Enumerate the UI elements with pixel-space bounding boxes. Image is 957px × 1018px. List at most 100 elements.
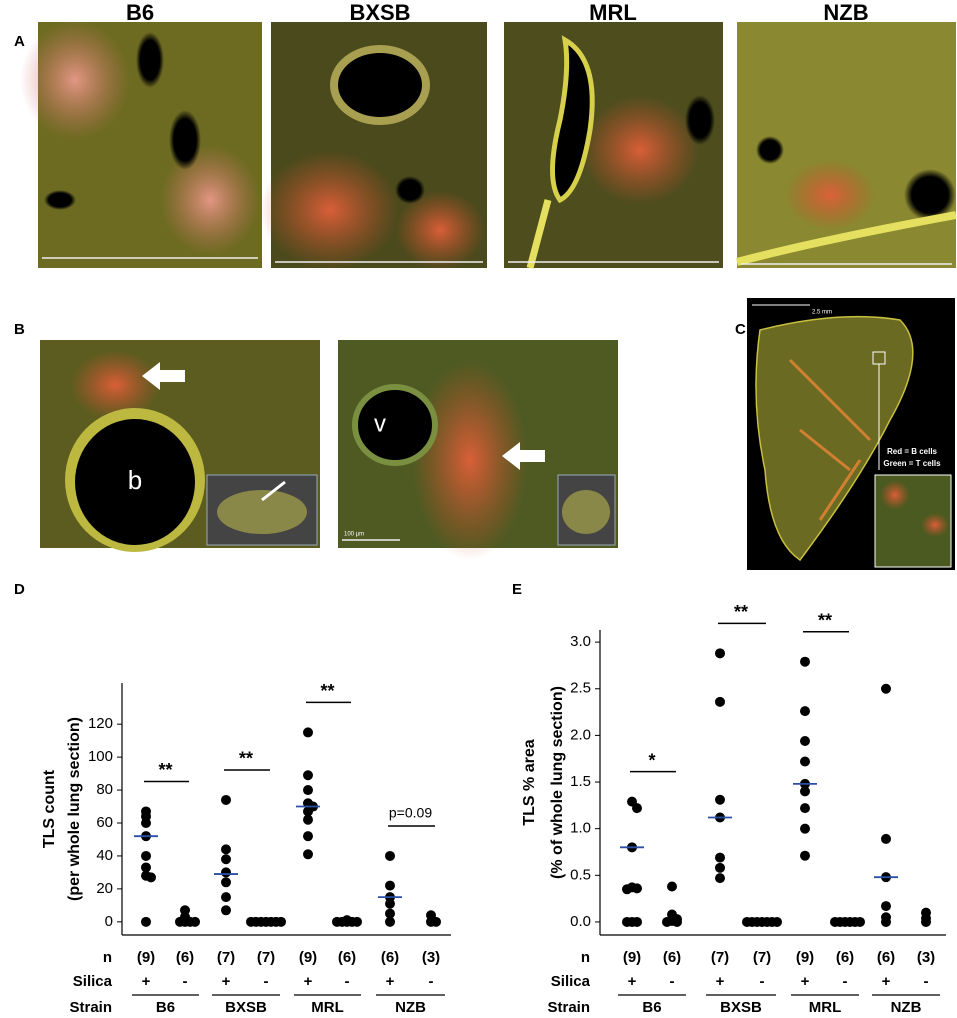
data-point	[881, 901, 891, 912]
x-tick-label: +	[222, 973, 231, 990]
strain-label: BXSB	[349, 0, 410, 25]
significance-label: *	[648, 750, 655, 770]
data-point	[303, 814, 313, 825]
data-point	[715, 873, 725, 884]
data-point	[772, 916, 782, 927]
scale-label: 100 µm	[344, 532, 364, 538]
n-label: (3)	[422, 949, 440, 966]
strain-label: BXSB	[720, 999, 762, 1016]
n-label: (6)	[338, 949, 356, 966]
data-point	[662, 916, 672, 927]
panel-letter: C	[735, 321, 746, 338]
data-point	[221, 854, 231, 865]
data-point	[632, 916, 642, 927]
data-point	[855, 916, 865, 927]
data-point	[221, 905, 231, 916]
n-label: (7)	[217, 949, 235, 966]
micrograph	[735, 22, 957, 268]
strain-label: MRL	[311, 999, 344, 1016]
row-label: n	[581, 949, 590, 966]
x-tick-label: -	[429, 973, 434, 990]
micrograph	[260, 22, 487, 270]
n-label: (9)	[623, 949, 641, 966]
x-tick-label: -	[924, 973, 929, 990]
data-point	[881, 683, 891, 694]
data-point	[141, 850, 151, 861]
data-point	[303, 785, 313, 796]
n-label: (9)	[796, 949, 814, 966]
data-point	[385, 908, 395, 919]
data-point	[667, 881, 677, 892]
n-label: (9)	[137, 949, 155, 966]
data-point	[221, 892, 231, 903]
y-axis-label: (per whole lung section)	[66, 717, 83, 901]
strain-label: MRL	[589, 0, 637, 25]
significance-label: **	[158, 760, 172, 780]
data-point	[622, 916, 632, 927]
strain-label: MRL	[809, 999, 842, 1016]
x-tick-label: +	[628, 973, 637, 990]
data-point	[632, 803, 642, 814]
strain-label: NZB	[891, 999, 922, 1016]
x-tick-label: -	[670, 973, 675, 990]
y-tick-label: 100	[88, 748, 113, 765]
row-label: Silica	[551, 973, 591, 990]
data-point	[221, 867, 231, 878]
y-tick-label: 40	[96, 847, 113, 864]
data-point	[800, 656, 810, 667]
legend-text: Red = B cells	[887, 447, 938, 456]
data-point	[385, 916, 395, 927]
data-point	[246, 916, 256, 927]
row-label: Silica	[73, 973, 113, 990]
y-tick-label: 1.5	[570, 773, 591, 790]
n-label: (9)	[299, 949, 317, 966]
panel-letter: B	[14, 321, 25, 338]
data-point	[672, 916, 682, 927]
n-label: (6)	[877, 949, 895, 966]
x-tick-label: +	[801, 973, 810, 990]
y-tick-label: 80	[96, 781, 113, 798]
data-point	[830, 916, 840, 927]
data-point	[221, 844, 231, 855]
n-label: (7)	[257, 949, 275, 966]
x-tick-label: +	[304, 973, 313, 990]
y-tick-label: 20	[96, 880, 113, 897]
data-point	[800, 803, 810, 814]
data-point	[632, 883, 642, 894]
strain-label: NZB	[395, 999, 426, 1016]
data-point	[800, 850, 810, 861]
x-tick-label: +	[882, 973, 891, 990]
panel-letter: D	[14, 581, 25, 598]
data-point	[881, 833, 891, 844]
panel-letter: E	[512, 581, 522, 598]
strain-label: B6	[642, 999, 661, 1016]
micrograph	[504, 22, 723, 269]
y-tick-label: 0	[105, 913, 113, 930]
significance-label: **	[320, 681, 334, 701]
data-point	[221, 877, 231, 888]
n-label: (6)	[176, 949, 194, 966]
x-tick-label: -	[345, 973, 350, 990]
data-point	[715, 862, 725, 873]
strain-label: BXSB	[225, 999, 267, 1016]
panel-letter: A	[14, 33, 25, 50]
data-point	[221, 794, 231, 805]
strain-label: B6	[126, 0, 154, 25]
data-point	[622, 884, 632, 895]
data-point	[303, 770, 313, 781]
y-tick-label: 0.0	[570, 913, 591, 930]
significance-label: **	[239, 749, 253, 769]
n-label: (3)	[917, 949, 935, 966]
data-point	[303, 831, 313, 842]
data-point	[276, 916, 286, 927]
strain-label: NZB	[823, 0, 868, 25]
data-point	[715, 648, 725, 659]
y-axis-label: TLS % area	[521, 739, 538, 825]
image-label: b	[128, 465, 142, 495]
data-point	[332, 916, 342, 927]
row-label: Strain	[547, 999, 590, 1016]
micrograph	[747, 298, 955, 570]
y-axis-label: (% of whole lung section)	[549, 686, 566, 879]
data-point	[800, 786, 810, 797]
micrograph	[338, 340, 618, 560]
